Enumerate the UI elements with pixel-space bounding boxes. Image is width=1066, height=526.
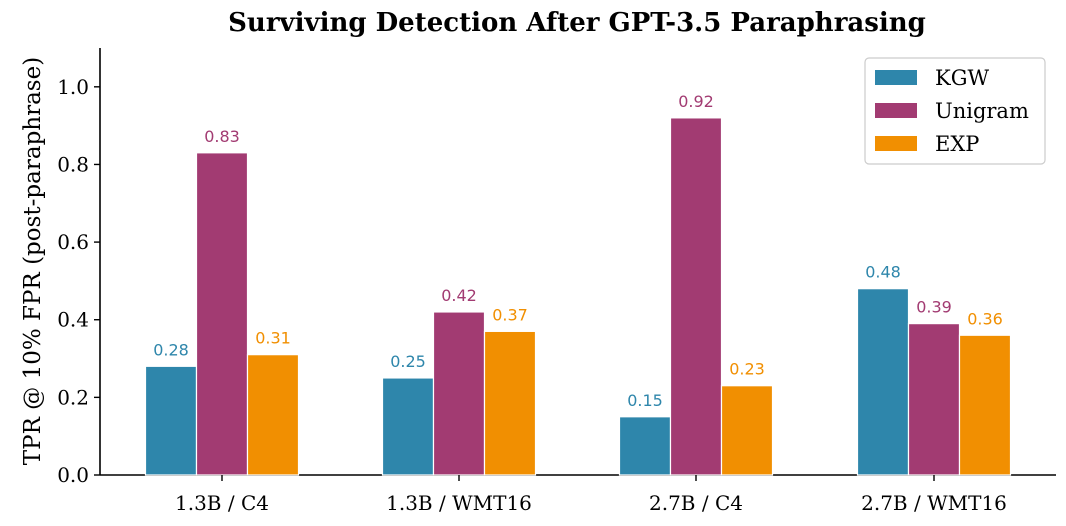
- data-label: 0.25: [390, 352, 426, 371]
- data-label: 0.92: [678, 92, 714, 111]
- bar: [958, 334, 1012, 476]
- data-label: 0.42: [441, 286, 477, 305]
- legend-label: Unigram: [935, 99, 1029, 123]
- bar: [246, 354, 300, 476]
- chart-title: Surviving Detection After GPT-3.5 Paraph…: [228, 8, 926, 38]
- y-tick-label: 0.2: [57, 385, 89, 409]
- bar: [381, 377, 435, 476]
- bar: [856, 288, 910, 476]
- bar: [720, 385, 774, 476]
- x-tick-label: 1.3B / C4: [175, 491, 269, 515]
- y-tick-label: 0.6: [57, 230, 89, 254]
- legend-label: EXP: [935, 132, 979, 156]
- y-axis-label: TPR @ 10% FPR (post-paraphrase): [20, 57, 46, 465]
- y-tick-label: 1.0: [57, 75, 89, 99]
- bar: [483, 330, 537, 476]
- data-label: 0.23: [729, 360, 765, 379]
- data-label: 0.36: [967, 309, 1003, 328]
- data-label: 0.48: [865, 263, 901, 282]
- data-label: 0.83: [204, 127, 240, 146]
- x-tick-label: 2.7B / WMT16: [861, 491, 1007, 515]
- y-tick-label: 0.0: [57, 463, 89, 487]
- bar: [669, 117, 723, 476]
- data-label: 0.28: [153, 340, 189, 359]
- x-tick-label: 1.3B / WMT16: [386, 491, 532, 515]
- data-label: 0.39: [916, 298, 952, 317]
- data-label: 0.37: [492, 305, 528, 324]
- y-tick-label: 0.4: [57, 308, 89, 332]
- plot-area: 0.0 0.2 0.4 0.6 0.8 1.0 0.28 0.83 0.31 1.3B / C4 0…: [57, 48, 1056, 515]
- legend-swatch: [875, 136, 917, 151]
- bar: [618, 416, 672, 476]
- data-label: 0.31: [255, 329, 291, 348]
- legend-label: KGW: [935, 66, 989, 90]
- y-tick-label: 0.8: [57, 152, 89, 176]
- legend-swatch: [875, 103, 917, 118]
- data-label: 0.15: [627, 391, 663, 410]
- bar: [144, 365, 198, 476]
- bar: [432, 311, 486, 476]
- bar: [195, 152, 249, 476]
- legend-swatch: [875, 70, 917, 85]
- x-tick-label: 2.7B / C4: [649, 491, 743, 515]
- legend: KGW Unigram EXP: [864, 57, 1046, 165]
- bar: [907, 323, 961, 476]
